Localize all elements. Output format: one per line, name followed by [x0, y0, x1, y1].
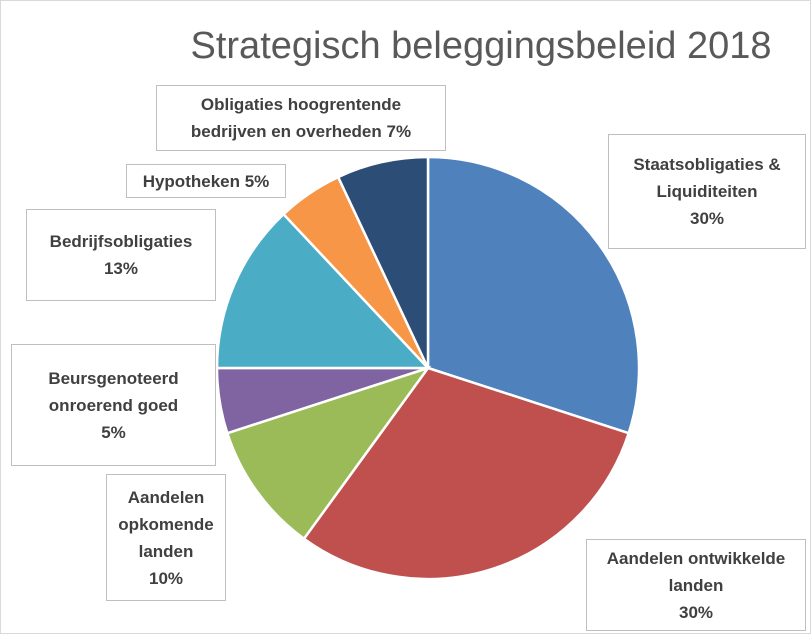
pie-slice [215, 212, 431, 370]
data-label-text: Aandelen opkomende landen 10% [113, 484, 219, 592]
value-label: 7% [386, 122, 412, 141]
category-label: Staatsobligaties & Liquiditeiten [633, 155, 781, 201]
value-label: 5% [244, 171, 270, 191]
chart-title: Strategisch beleggingsbeleid 2018 [191, 25, 772, 67]
category-label: Aandelen ontwikkelde landen [606, 548, 786, 595]
category-label: Bedrijfsobligaties [49, 232, 193, 251]
pie-slice [426, 155, 641, 435]
data-label: Beursgenoteerd onroerend goed 5% [11, 344, 216, 466]
data-label: Obligaties hoogrentende bedrijven en ove… [156, 85, 446, 151]
pie-slice [302, 366, 631, 581]
category-label: Obligaties hoogrentende bedrijven en ove… [190, 95, 402, 141]
value-label: 30% [689, 209, 725, 228]
category-label: Beursgenoteerd onroerend goed [48, 368, 179, 415]
value-label: 10% [148, 568, 184, 588]
value-label: 13% [103, 259, 138, 278]
data-label: Aandelen ontwikkelde landen 30% [586, 539, 806, 631]
pie-slice [336, 155, 430, 369]
data-label-text: Aandelen ontwikkelde landen 30% [593, 545, 799, 626]
data-label-text: Obligaties hoogrentende bedrijven en ove… [163, 91, 439, 145]
data-label-text: Staatsobligaties & Liquiditeiten 30% [615, 151, 799, 232]
data-label-text: Hypotheken 5% [143, 168, 270, 195]
data-label: Hypotheken 5% [126, 164, 286, 198]
data-label-text: Beursgenoteerd onroerend goed 5% [18, 365, 209, 446]
data-label: Staatsobligaties & Liquiditeiten 30% [608, 134, 806, 249]
data-label-text: Bedrijfsobligaties 13% [50, 228, 193, 282]
category-label: Aandelen opkomende landen [118, 487, 214, 561]
value-label: 30% [678, 602, 714, 622]
data-label: Bedrijfsobligaties 13% [26, 209, 216, 301]
category-label: Hypotheken [142, 171, 240, 191]
pie-slice [225, 365, 432, 541]
data-label: Aandelen opkomende landen 10% [106, 474, 226, 601]
value-label: 5% [101, 422, 126, 442]
